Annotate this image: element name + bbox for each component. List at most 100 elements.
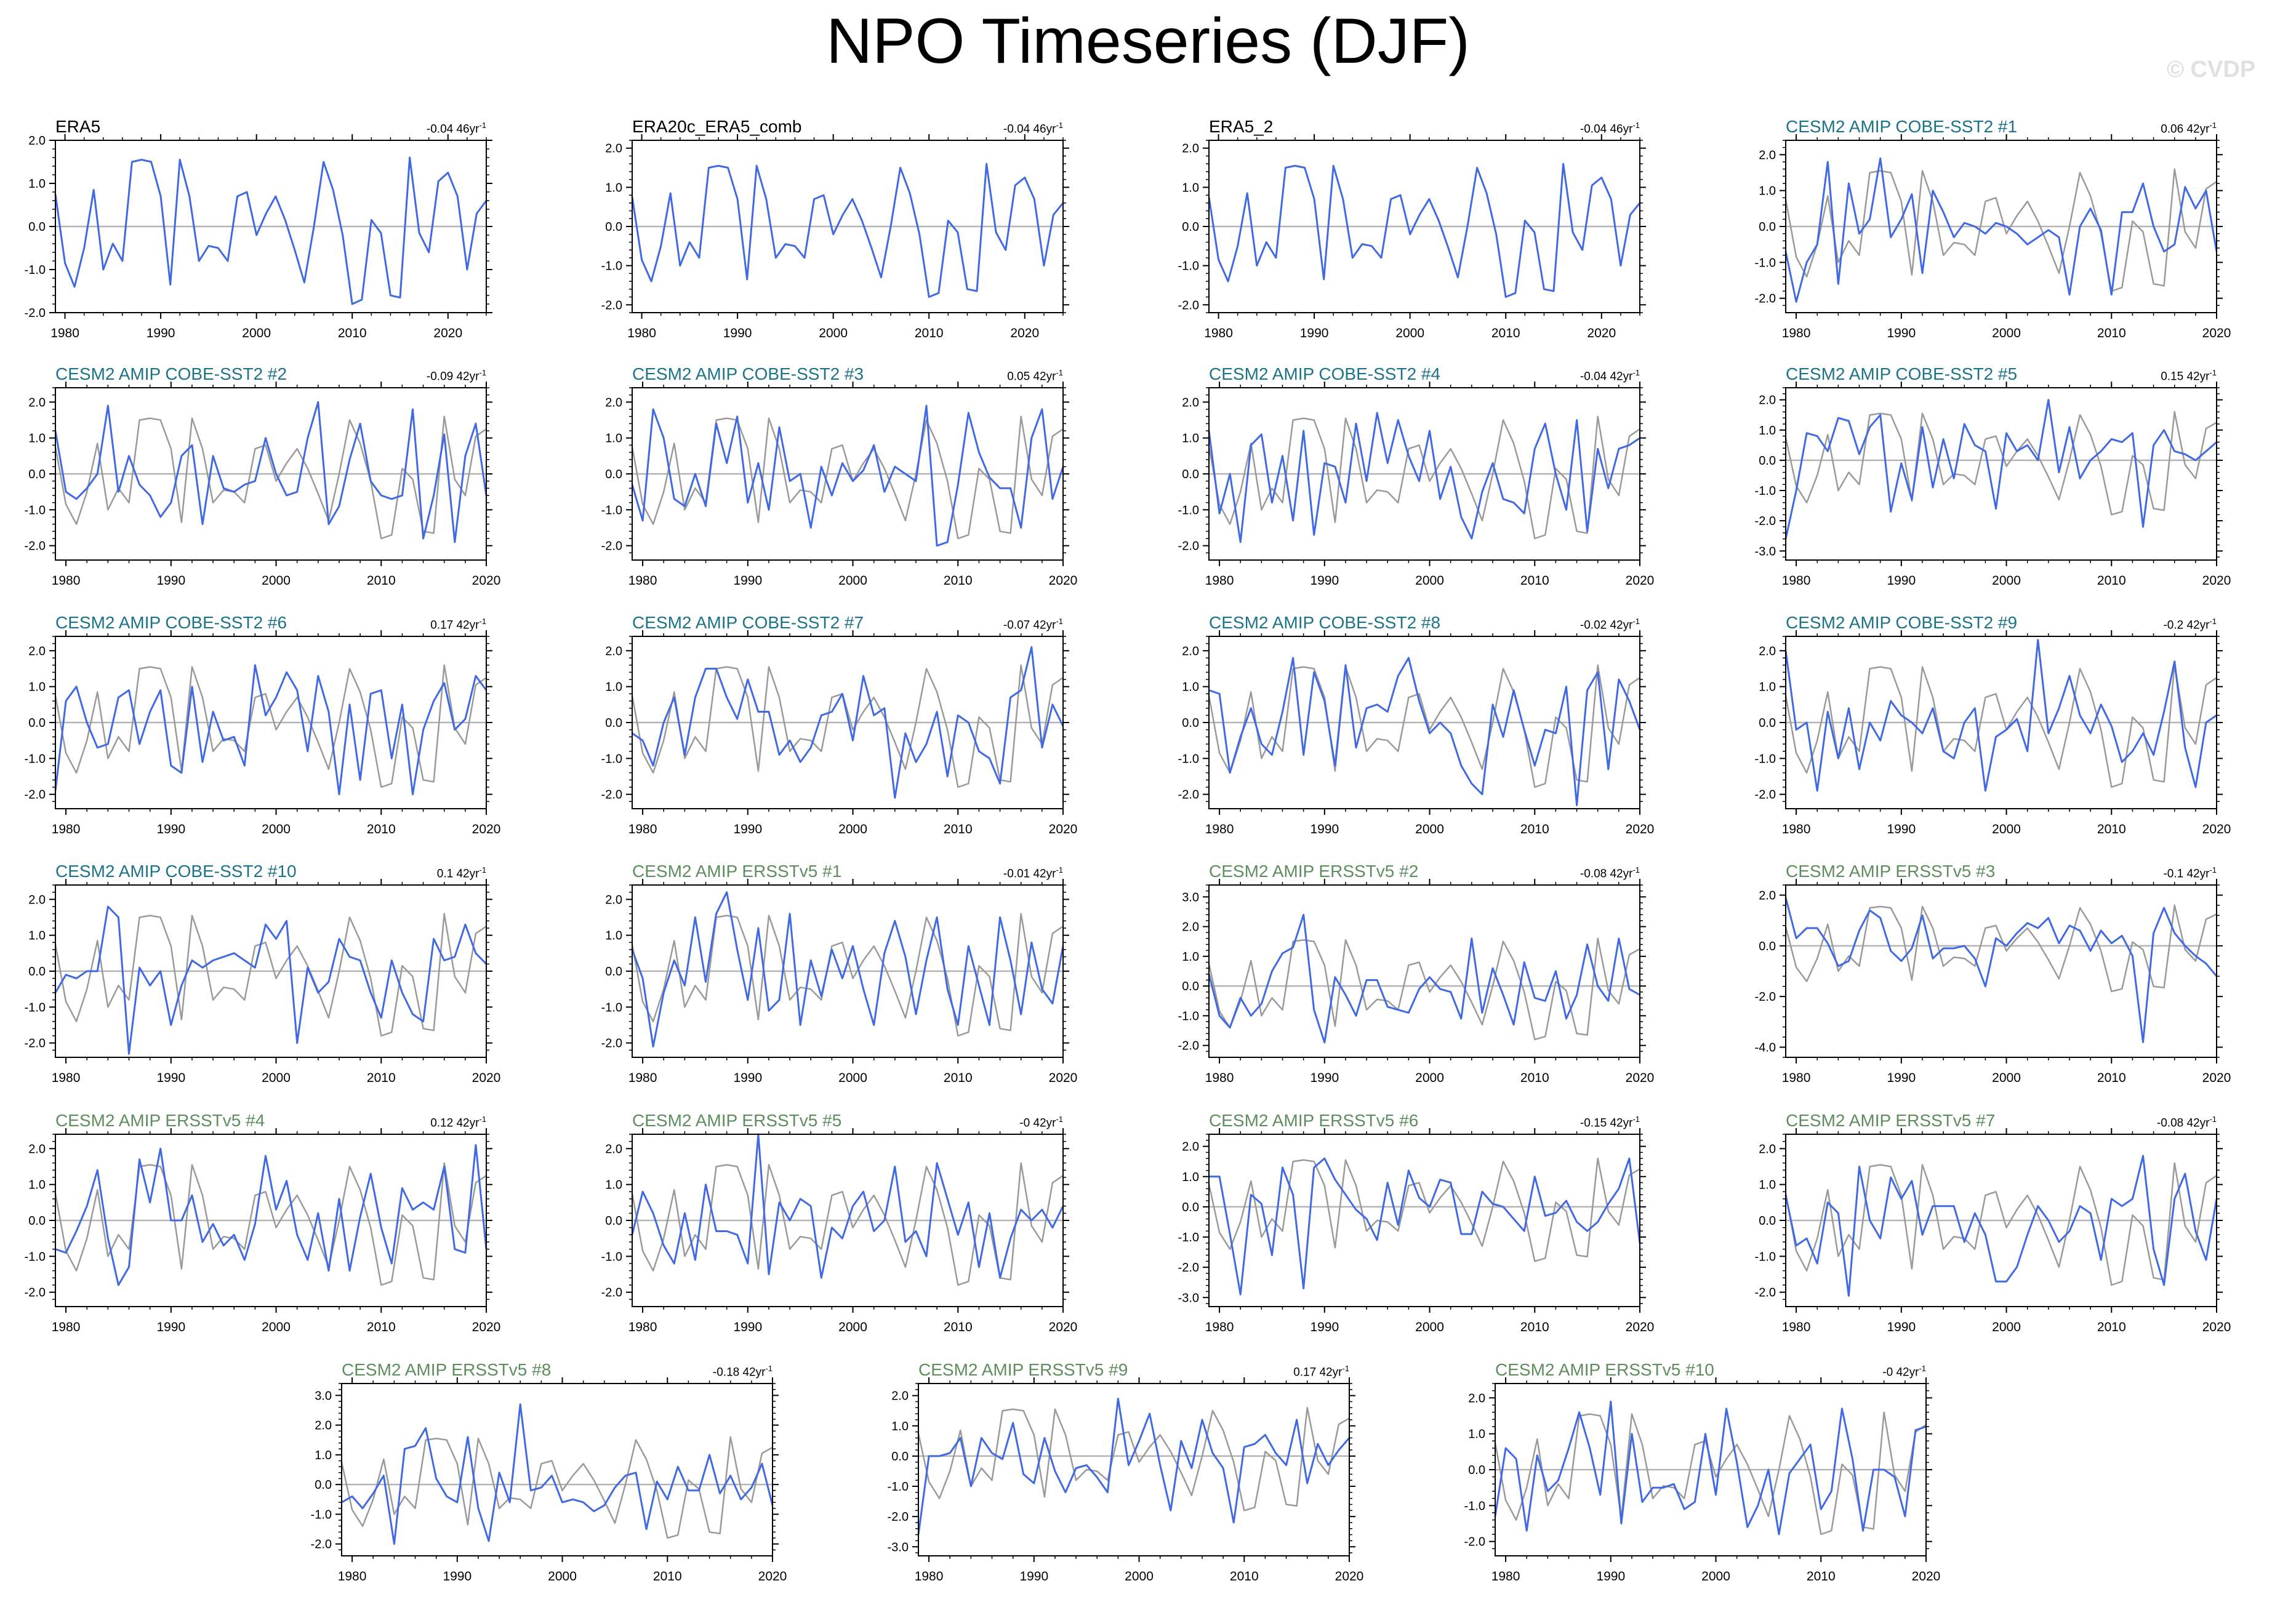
observation-series-line xyxy=(1784,168,2217,292)
panel-title: CESM2 AMIP ERSSTv5 #3 xyxy=(1786,862,1996,881)
plot-frame xyxy=(918,1383,1350,1556)
x-tick-label: 2010 xyxy=(367,574,396,588)
x-tick-label: 2020 xyxy=(2202,326,2231,340)
y-tick-label: -2.0 xyxy=(25,1286,46,1300)
plot-frame xyxy=(1208,1134,1640,1307)
trend-value: 0.17 42yr xyxy=(430,619,480,632)
panel-trend-label: 0.06 42yr-1 xyxy=(2161,121,2217,136)
cvdp-watermark: © CVDP xyxy=(2167,57,2256,82)
y-tick-label: -1.0 xyxy=(1178,260,1199,273)
x-tick-label: 2010 xyxy=(1807,1569,1836,1584)
x-tick-label: 2000 xyxy=(1992,326,2021,340)
y-tick-label: 2.0 xyxy=(28,644,46,658)
model-series-line xyxy=(631,1133,1064,1279)
x-tick-label: 2010 xyxy=(367,1071,396,1085)
panel-title: CESM2 AMIP COBE-SST2 #4 xyxy=(1209,364,1441,383)
y-tick-label: -1.0 xyxy=(1178,503,1199,517)
x-tick-label: 1990 xyxy=(733,822,762,836)
x-tick-label: 2010 xyxy=(1520,1071,1549,1085)
y-tick-label: -2.0 xyxy=(1755,515,1776,528)
observation-series-line xyxy=(1208,937,1640,1041)
x-tick-label: 2010 xyxy=(2097,326,2126,340)
trend-value: -0.07 42yr xyxy=(1003,619,1056,632)
model-series-line xyxy=(54,156,488,305)
x-tick-label: 2020 xyxy=(1626,574,1655,588)
y-tick-label: 0.0 xyxy=(1759,940,1776,953)
x-tick-label: 2000 xyxy=(262,1071,291,1085)
x-tick-label: 2000 xyxy=(838,822,867,836)
y-tick-label: -2.0 xyxy=(1755,292,1776,306)
y-tick-label: 0.0 xyxy=(1468,1464,1485,1477)
trend-value: -0.04 42yr xyxy=(1580,370,1633,383)
x-tick-label: 1990 xyxy=(1887,1320,1916,1334)
timeseries-panel: CESM2 AMIP ERSSTv5 #7 -0.08 42yr-1 2.0 1.0 0… xyxy=(1733,1111,2231,1345)
x-tick-label: 2020 xyxy=(1049,1071,1078,1085)
trend-exponent: -1 xyxy=(2209,121,2217,130)
x-tick-label: 2000 xyxy=(819,326,848,340)
panel-trend-label: -0.2 42yr-1 xyxy=(2163,617,2217,632)
panel-title: CESM2 AMIP ERSSTv5 #4 xyxy=(55,1111,265,1130)
x-tick-label: 2020 xyxy=(1626,1320,1655,1334)
timeseries-panel: CESM2 AMIP COBE-SST2 #10 0.1 42yr-1 2.0 1.0… xyxy=(3,862,501,1095)
y-tick-label: -3.0 xyxy=(1755,545,1776,558)
plot-frame xyxy=(1785,884,2217,1058)
timeseries-panel: ERA20c_ERA5_comb -0.04 46yr-1 2.0 1.0 0.0 -1.… xyxy=(580,117,1069,351)
y-tick-label: 2.0 xyxy=(1182,1140,1199,1154)
y-tick-label: -1.0 xyxy=(1755,256,1776,270)
y-tick-label: -1.0 xyxy=(25,503,46,517)
y-tick-label: -2.0 xyxy=(1178,1039,1199,1053)
timeseries-panel: CESM2 AMIP COBE-SST2 #5 0.15 42yr-1 2.0 1.0… xyxy=(1733,364,2231,598)
model-series-line xyxy=(1784,1155,2218,1297)
x-tick-label: 1990 xyxy=(1310,1320,1339,1334)
panel-title: CESM2 AMIP COBE-SST2 #3 xyxy=(632,364,864,383)
trend-value: -0.04 46yr xyxy=(1003,122,1056,136)
x-tick-label: 2020 xyxy=(2202,1071,2231,1085)
y-tick-label: 3.0 xyxy=(315,1389,332,1403)
timeseries-panel: CESM2 AMIP ERSSTv5 #10 -0 42yr-1 2.0 1.0 0.0… xyxy=(1443,1360,1941,1594)
x-tick-label: 1980 xyxy=(1782,1071,1811,1085)
trend-exponent: -1 xyxy=(479,121,486,130)
x-tick-label: 2000 xyxy=(1992,574,2021,588)
x-tick-label: 2010 xyxy=(1491,326,1520,340)
y-tick-label: 2.0 xyxy=(1182,396,1199,409)
model-series-line xyxy=(631,891,1064,1047)
observation-series-line xyxy=(631,1162,1064,1286)
y-tick-label: 2.0 xyxy=(28,134,46,148)
x-tick-label: 1990 xyxy=(723,326,752,340)
x-tick-label: 2000 xyxy=(262,1320,291,1334)
y-tick-label: -1.0 xyxy=(601,260,622,273)
y-tick-label: -1.0 xyxy=(601,1001,622,1014)
y-tick-label: 1.0 xyxy=(1182,181,1199,194)
y-tick-label: -1.0 xyxy=(25,1250,46,1264)
trend-value: -0.08 42yr xyxy=(2156,1116,2210,1130)
x-tick-label: 1980 xyxy=(627,326,656,340)
plot-frame xyxy=(1208,884,1640,1058)
trend-exponent: -1 xyxy=(1919,1364,1926,1373)
trend-value: 0.17 42yr xyxy=(1293,1366,1343,1379)
x-tick-label: 2010 xyxy=(653,1569,682,1584)
x-tick-label: 2000 xyxy=(1701,1569,1730,1584)
y-tick-label: 1.0 xyxy=(1182,432,1199,446)
x-tick-label: 2000 xyxy=(548,1569,577,1584)
y-tick-label: 1.0 xyxy=(1182,950,1199,964)
model-series-line xyxy=(917,1398,1351,1535)
y-tick-label: 1.0 xyxy=(1182,1171,1199,1184)
timeseries-plot: 2.0 1.0 0.0 -1.0 -2.0 1980 1990 2000 2010 2020 xyxy=(1178,382,1654,588)
trend-value: -0.04 46yr xyxy=(1580,122,1633,136)
y-tick-label: 2.0 xyxy=(28,893,46,907)
panel-title: CESM2 AMIP ERSSTv5 #9 xyxy=(918,1360,1128,1379)
x-tick-label: 2020 xyxy=(2202,1320,2231,1334)
timeseries-panel: CESM2 AMIP COBE-SST2 #1 0.06 42yr-1 2.0 1.0… xyxy=(1733,117,2231,351)
observation-series-line xyxy=(54,913,487,1037)
y-tick-label: -1.0 xyxy=(1178,752,1199,766)
x-tick-label: 1980 xyxy=(628,1071,657,1085)
x-tick-label: 1980 xyxy=(1491,1569,1520,1584)
y-tick-label: 0.0 xyxy=(891,1450,909,1464)
y-tick-label: 0.0 xyxy=(605,965,622,979)
x-tick-label: 1990 xyxy=(156,822,185,836)
observation-series-line xyxy=(1784,664,2217,788)
x-tick-label: 2000 xyxy=(838,1071,867,1085)
y-tick-label: 1.0 xyxy=(605,1179,622,1192)
timeseries-plot: 2.0 1.0 0.0 -1.0 -2.0 -3.0 1980 1990 2000 2010 202… xyxy=(1178,1128,1654,1334)
timeseries-plot: 2.0 1.0 0.0 -1.0 -2.0 1980 1990 2000 2010 2020 xyxy=(25,630,500,836)
